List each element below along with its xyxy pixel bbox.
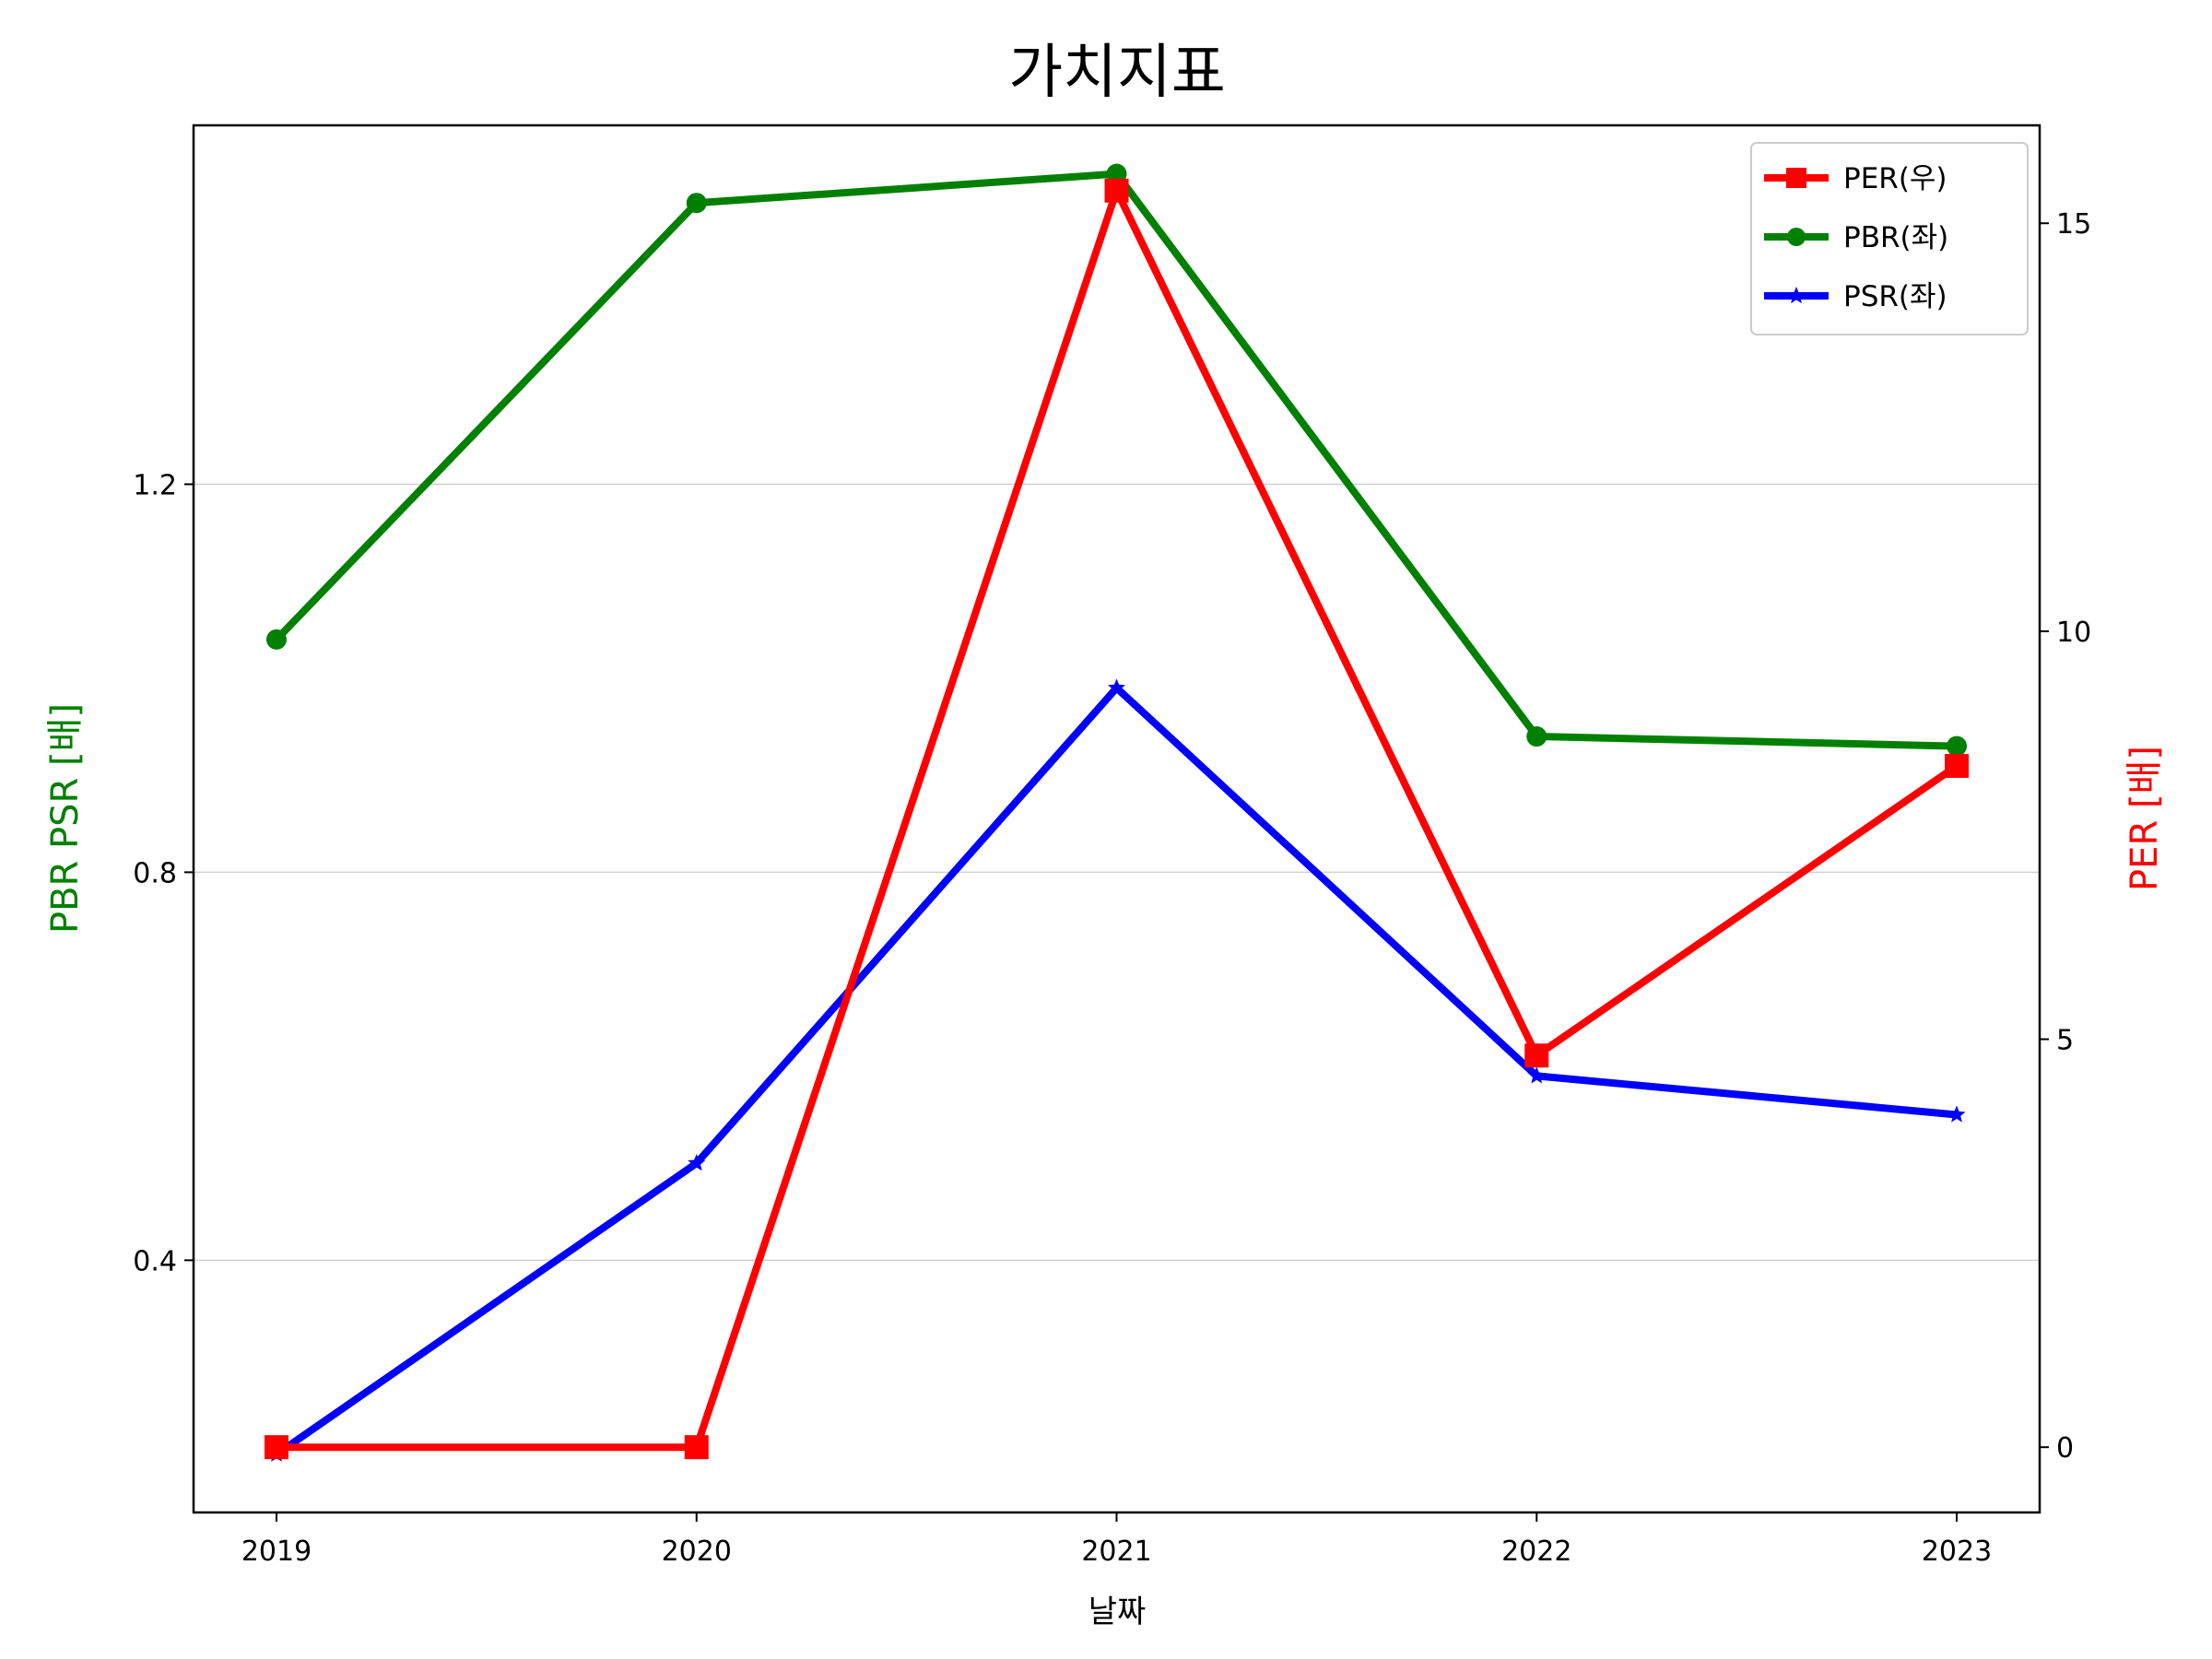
- data-point: [1947, 1105, 1966, 1123]
- series-circle: [266, 163, 1967, 757]
- legend-marker: [1787, 287, 1806, 304]
- data-point: [688, 1154, 706, 1171]
- axes: 2019 2020 2021 2022 2023 0.4 0.8 1.2 0 5 10 15: [133, 208, 2091, 1568]
- x-tick-label: 2020: [662, 1535, 732, 1568]
- y-left-tick-label: 0.4: [133, 1245, 177, 1277]
- data-point: [265, 1435, 288, 1460]
- series-line: [274, 170, 1958, 750]
- series-square: [265, 178, 1969, 1460]
- x-tick-label: 2023: [1922, 1535, 1992, 1568]
- legend: PER(우) PBR(좌) PSR(좌): [1750, 142, 2029, 335]
- legend-label: PSR(좌): [1843, 280, 1947, 313]
- data-point: [1524, 1043, 1549, 1068]
- data-point: [1527, 1066, 1546, 1084]
- legend-item: PSR(좌): [1764, 280, 1947, 313]
- y-right-tick-label: 0: [2056, 1432, 2074, 1465]
- x-axis-label: 날짜: [1088, 1594, 1147, 1630]
- data-point: [1104, 178, 1129, 203]
- legend-item: PER(우): [1764, 162, 1947, 195]
- y-left-tick-label: 0.8: [133, 857, 177, 889]
- legend-item: PBR(좌): [1764, 221, 1948, 254]
- y-axis-left-label: PBR PSR [배]: [44, 703, 87, 934]
- y-right-tick-label: 5: [2056, 1025, 2074, 1057]
- y-left-tick-label: 1.2: [133, 469, 177, 501]
- legend-box: [1750, 142, 2029, 335]
- x-tick-label: 2022: [1501, 1535, 1571, 1568]
- data-point: [1947, 735, 1967, 757]
- series-layer: [265, 163, 1969, 1462]
- legend-label: PER(우): [1843, 162, 1947, 195]
- data-point: [686, 193, 707, 214]
- y-right-tick-label: 15: [2056, 208, 2091, 241]
- y-axis-right-label: PER [배]: [2124, 746, 2166, 891]
- data-point: [1945, 753, 1969, 778]
- series-star: [267, 678, 1966, 1462]
- data-point: [1526, 726, 1547, 747]
- legend-label: PBR(좌): [1843, 221, 1948, 254]
- y-right-tick-label: 10: [2056, 617, 2091, 649]
- x-tick-label: 2021: [1081, 1535, 1151, 1568]
- x-tick-label: 2019: [241, 1535, 312, 1568]
- grid-lines: [194, 483, 2040, 1262]
- chart-title: 가치지표: [1008, 39, 1226, 107]
- data-point: [684, 1435, 709, 1460]
- data-point: [266, 629, 287, 650]
- series-line: [274, 684, 1958, 1458]
- legend-marker: [1787, 228, 1806, 246]
- data-point: [1108, 678, 1125, 696]
- legend-marker: [1786, 168, 1806, 188]
